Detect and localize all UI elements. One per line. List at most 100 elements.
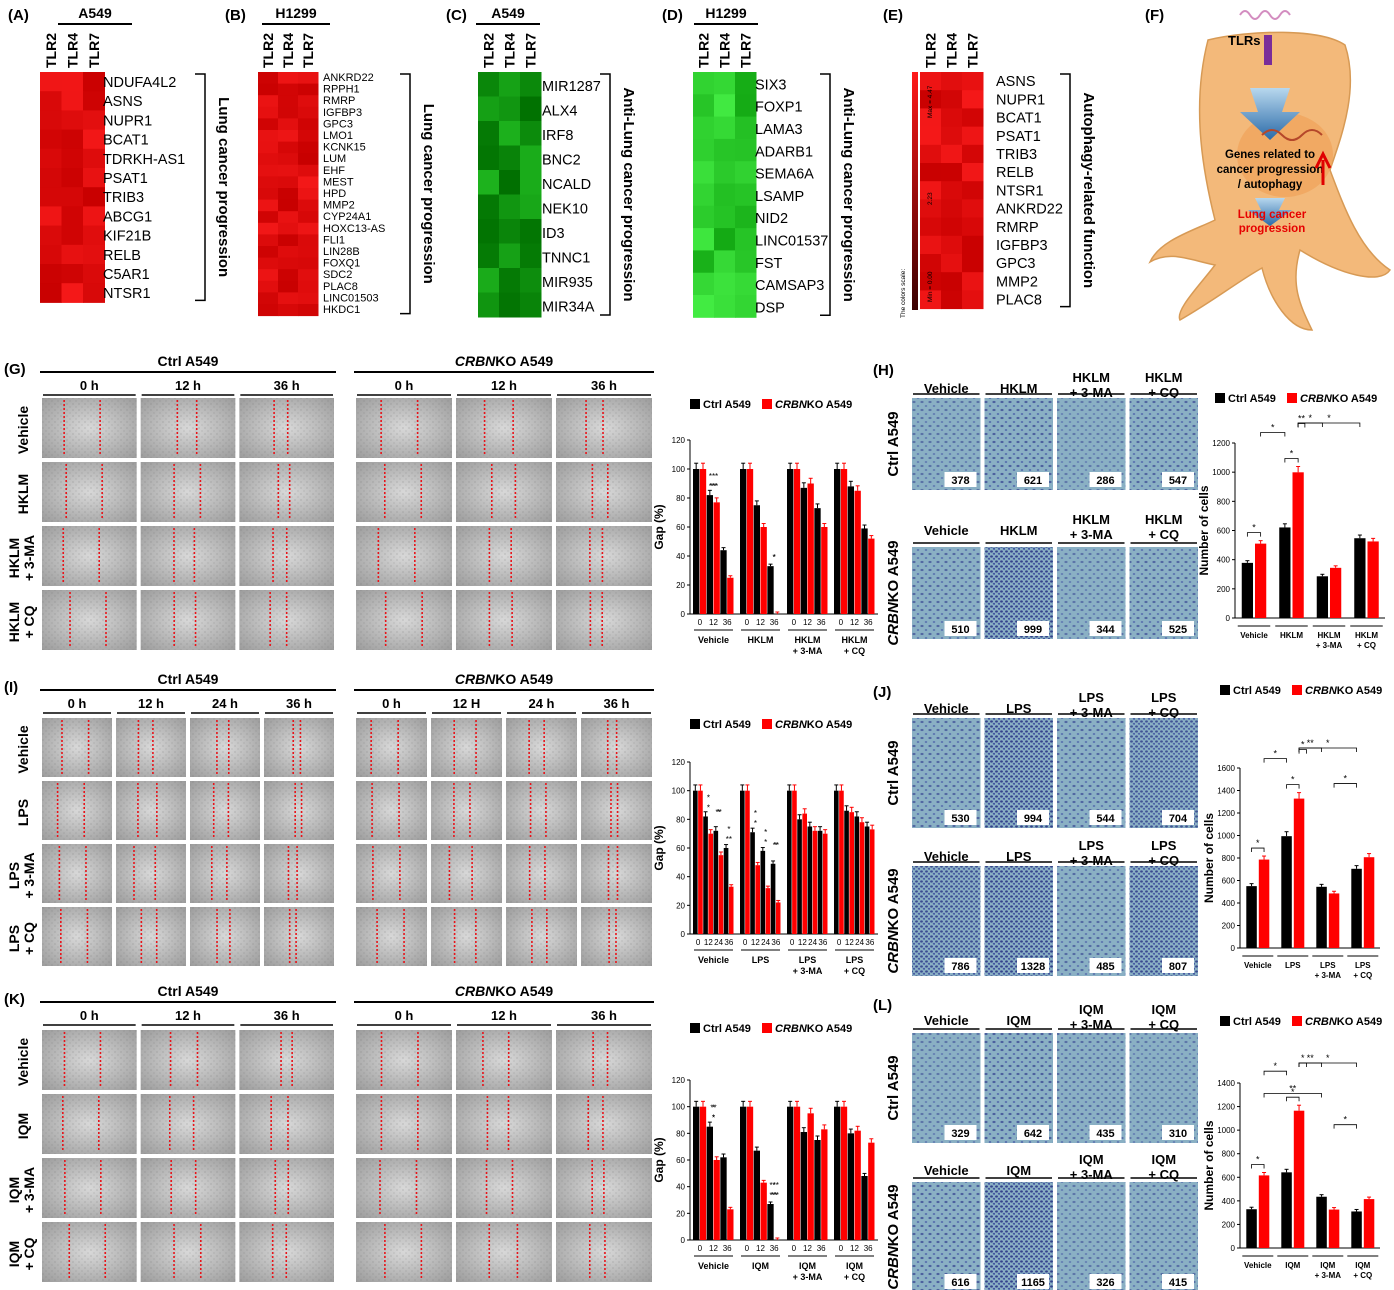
y-tick-label: 20 xyxy=(676,581,685,590)
row-label: CRBNKO A549 xyxy=(885,1184,902,1289)
wound-image-texture xyxy=(506,907,577,966)
y-tick-label: 1000 xyxy=(1217,832,1235,841)
column-label: TLR4 xyxy=(280,33,296,68)
wound-image-texture xyxy=(356,462,452,522)
wound-image-texture xyxy=(556,590,652,650)
heatmap-cell xyxy=(962,163,984,182)
wound-image-texture xyxy=(356,398,452,458)
y-tick-label: 1400 xyxy=(1217,1079,1235,1088)
cell-count: 704 xyxy=(1169,813,1188,825)
wound-image-texture xyxy=(431,781,502,840)
bar xyxy=(755,865,760,934)
wound-image-texture xyxy=(264,781,334,840)
gene-label: NUPR1 xyxy=(996,92,1045,108)
heatmap-cell xyxy=(83,129,105,150)
category-label: + CQ xyxy=(1353,971,1372,980)
invasion-image-cells xyxy=(912,1182,981,1290)
heatmap-cell xyxy=(693,116,715,140)
wound-image-texture xyxy=(356,781,427,840)
gene-label: NUPR1 xyxy=(103,113,152,129)
invasion-image-cells xyxy=(912,1033,981,1143)
wound-image-texture xyxy=(556,1222,652,1282)
legend-swatch-ko xyxy=(762,1023,772,1033)
y-tick-label: 400 xyxy=(1217,556,1231,565)
x-tick-label: 0 xyxy=(745,618,750,627)
bar xyxy=(720,1157,727,1240)
heatmap-cell xyxy=(520,72,542,97)
group-label: LPS xyxy=(752,955,770,965)
wound-image-texture xyxy=(456,398,552,458)
significance-bracket xyxy=(1260,432,1286,437)
row-label: Vehicle xyxy=(15,725,31,773)
cell-count: 525 xyxy=(1169,624,1187,636)
significance-marker: * xyxy=(712,1114,715,1123)
bar xyxy=(727,577,734,614)
bar xyxy=(698,790,703,934)
heatmap-cell xyxy=(298,106,319,119)
y-tick-label: 100 xyxy=(672,787,686,796)
outcome-text-line: Lung cancer xyxy=(1238,209,1307,221)
bar xyxy=(767,566,774,614)
group-label: HKLM xyxy=(842,635,868,645)
significance-bracket xyxy=(1246,532,1262,537)
condition-label: HKLM xyxy=(1000,523,1038,538)
significance-marker: ** xyxy=(773,841,779,850)
timepoint-label: 0 h xyxy=(395,378,414,393)
y-tick-label: 120 xyxy=(672,436,686,445)
bar xyxy=(713,1160,720,1240)
significance-marker: * xyxy=(754,809,757,818)
heatmap-cell xyxy=(298,257,319,270)
bar xyxy=(847,1133,854,1240)
condition-label: LPS xyxy=(1151,690,1177,705)
wound-image-texture xyxy=(506,718,577,777)
timepoint-label: 12 h xyxy=(175,1008,201,1023)
x-tick-label: 12 xyxy=(845,938,854,947)
gene-label: NID2 xyxy=(755,211,788,227)
heatmap-cell xyxy=(520,170,542,195)
legend-label-gene: CRBN xyxy=(1300,393,1333,405)
bar xyxy=(760,850,766,934)
wound-image-texture xyxy=(556,398,652,458)
heatmap-cell xyxy=(478,145,500,171)
y-tick-label: 800 xyxy=(1222,854,1236,863)
significance-bracket xyxy=(1297,423,1306,428)
wound-image-texture xyxy=(42,590,137,650)
legend-label: CRBNKO A549 xyxy=(775,1023,852,1035)
condition-label: LPS xyxy=(1151,838,1177,853)
bar xyxy=(1363,1199,1375,1248)
row-label: + 3-MA xyxy=(21,535,37,581)
count-box xyxy=(1089,621,1122,636)
group-title: CRBNKO A549 xyxy=(455,671,554,687)
bar xyxy=(849,812,854,934)
significance-marker: * xyxy=(712,1114,715,1123)
y-tick-label: 200 xyxy=(1222,1220,1236,1229)
heatmap-cell xyxy=(83,91,105,111)
significance-bracket xyxy=(1298,747,1357,752)
x-tick-label: 0 xyxy=(839,618,844,627)
heatmap-cell xyxy=(920,254,942,273)
heatmap-cell xyxy=(40,148,62,169)
row-label: + 3-MA xyxy=(21,1167,37,1213)
count-box xyxy=(1089,1274,1122,1289)
bar xyxy=(787,1106,794,1240)
y-tick-label: 120 xyxy=(672,758,686,767)
bar xyxy=(770,863,776,934)
count-box xyxy=(1017,621,1049,636)
heatmap-cell xyxy=(478,96,500,122)
condition-label: Vehicle xyxy=(924,523,969,538)
significance-marker: ** xyxy=(1298,413,1306,423)
heatmap-cell xyxy=(735,72,757,95)
count-box xyxy=(944,958,977,973)
heatmap-cell xyxy=(714,161,736,184)
legend-swatch-ctrl xyxy=(1220,1016,1230,1026)
group-title: CRBNKO A549 xyxy=(455,353,554,369)
group-label: Vehicle xyxy=(698,635,729,645)
invasion-image-cells xyxy=(984,866,1053,976)
gene-label: RMRP xyxy=(323,95,355,107)
significance-bracket xyxy=(1298,1062,1322,1067)
heatmap-cell xyxy=(941,144,963,164)
significance-marker: * xyxy=(1308,413,1312,423)
heatmap-panel-4: (E) TLR2 TLR4 TLR7 ASNS NUPR1 BCAT1 PSAT1 TRIB3 R… xyxy=(883,7,1097,310)
